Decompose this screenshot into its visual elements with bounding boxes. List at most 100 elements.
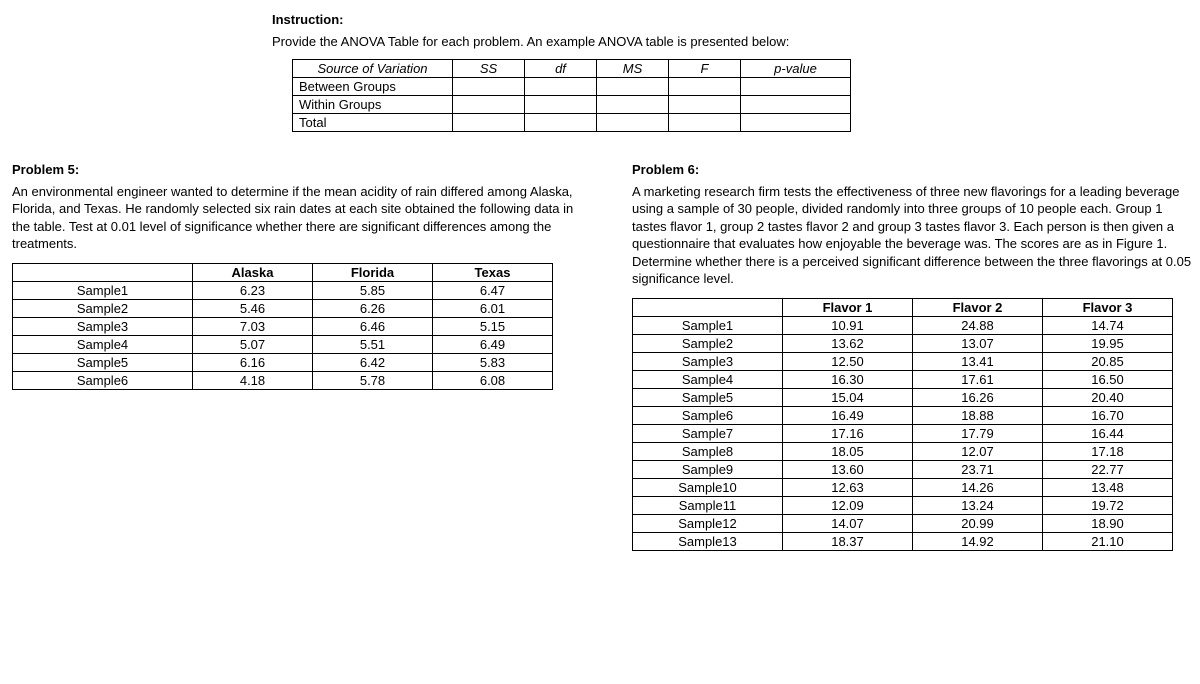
table-column-header: Alaska xyxy=(193,263,313,281)
anova-template-table: Source of Variation SS df MS F p-value B… xyxy=(292,59,851,132)
table-cell: 14.74 xyxy=(1043,316,1173,334)
table-cell: 14.92 xyxy=(913,532,1043,550)
anova-cell xyxy=(669,113,741,131)
table-cell: 18.37 xyxy=(783,532,913,550)
anova-col-f: F xyxy=(669,59,741,77)
table-row: Sample913.6023.7122.77 xyxy=(633,460,1173,478)
problem-5-table: AlaskaFloridaTexasSample16.235.856.47Sam… xyxy=(12,263,553,390)
table-cell: 20.40 xyxy=(1043,388,1173,406)
table-row-label: Sample5 xyxy=(633,388,783,406)
instruction-text: Provide the ANOVA Table for each problem… xyxy=(272,33,892,51)
anova-cell xyxy=(453,77,525,95)
table-row: Sample1214.0720.9918.90 xyxy=(633,514,1173,532)
table-row: Sample616.4918.8816.70 xyxy=(633,406,1173,424)
table-cell: 6.47 xyxy=(433,281,553,299)
table-cell: 13.62 xyxy=(783,334,913,352)
table-cell: 6.23 xyxy=(193,281,313,299)
table-row: Sample110.9124.8814.74 xyxy=(633,316,1173,334)
table-cell: 16.50 xyxy=(1043,370,1173,388)
table-cell: 5.85 xyxy=(313,281,433,299)
table-cell: 18.05 xyxy=(783,442,913,460)
table-row-label: Sample9 xyxy=(633,460,783,478)
anova-col-ms: MS xyxy=(597,59,669,77)
anova-header-row: Source of Variation SS df MS F p-value xyxy=(293,59,851,77)
table-cell: 16.30 xyxy=(783,370,913,388)
table-cell: 13.41 xyxy=(913,352,1043,370)
anova-col-df: df xyxy=(525,59,597,77)
table-cell: 12.07 xyxy=(913,442,1043,460)
problem-5: Problem 5: An environmental engineer wan… xyxy=(12,162,592,551)
anova-cell xyxy=(453,95,525,113)
anova-cell xyxy=(597,113,669,131)
anova-cell xyxy=(741,113,851,131)
anova-cell xyxy=(525,77,597,95)
table-cell: 17.18 xyxy=(1043,442,1173,460)
table-cell: 12.50 xyxy=(783,352,913,370)
table-cell: 5.15 xyxy=(433,317,553,335)
table-row: Sample416.3017.6116.50 xyxy=(633,370,1173,388)
table-row: Sample1112.0913.2419.72 xyxy=(633,496,1173,514)
table-cell: 13.60 xyxy=(783,460,913,478)
table-cell: 5.51 xyxy=(313,335,433,353)
table-cell: 16.26 xyxy=(913,388,1043,406)
anova-row: Within Groups xyxy=(293,95,851,113)
table-row-label: Sample2 xyxy=(13,299,193,317)
table-row: Sample515.0416.2620.40 xyxy=(633,388,1173,406)
anova-col-pvalue: p-value xyxy=(741,59,851,77)
anova-cell xyxy=(741,77,851,95)
table-cell: 18.90 xyxy=(1043,514,1173,532)
instruction-title: Instruction: xyxy=(272,12,892,27)
anova-row-label: Between Groups xyxy=(293,77,453,95)
table-column-header: Flavor 1 xyxy=(783,298,913,316)
anova-cell xyxy=(669,77,741,95)
problem-6-text: A marketing research firm tests the effe… xyxy=(632,183,1192,288)
table-cell: 5.07 xyxy=(193,335,313,353)
table-column-header: Florida xyxy=(313,263,433,281)
table-corner xyxy=(13,263,193,281)
table-cell: 5.83 xyxy=(433,353,553,371)
table-row-label: Sample6 xyxy=(633,406,783,424)
problem-5-title: Problem 5: xyxy=(12,162,592,177)
table-row: Sample64.185.786.08 xyxy=(13,371,553,389)
table-row: Sample717.1617.7916.44 xyxy=(633,424,1173,442)
table-cell: 19.72 xyxy=(1043,496,1173,514)
instruction-block: Instruction: Provide the ANOVA Table for… xyxy=(272,12,892,132)
table-cell: 20.99 xyxy=(913,514,1043,532)
table-cell: 6.01 xyxy=(433,299,553,317)
table-cell: 17.16 xyxy=(783,424,913,442)
anova-row: Total xyxy=(293,113,851,131)
anova-cell xyxy=(525,95,597,113)
table-cell: 15.04 xyxy=(783,388,913,406)
table-cell: 17.79 xyxy=(913,424,1043,442)
table-header-row: AlaskaFloridaTexas xyxy=(13,263,553,281)
table-cell: 5.78 xyxy=(313,371,433,389)
anova-cell xyxy=(669,95,741,113)
table-cell: 7.03 xyxy=(193,317,313,335)
table-row-label: Sample3 xyxy=(13,317,193,335)
anova-cell xyxy=(597,77,669,95)
table-cell: 13.07 xyxy=(913,334,1043,352)
table-cell: 18.88 xyxy=(913,406,1043,424)
problem-5-text: An environmental engineer wanted to dete… xyxy=(12,183,592,253)
table-row: Sample16.235.856.47 xyxy=(13,281,553,299)
anova-col-source: Source of Variation xyxy=(293,59,453,77)
table-row-label: Sample6 xyxy=(13,371,193,389)
table-row: Sample312.5013.4120.85 xyxy=(633,352,1173,370)
anova-row: Between Groups xyxy=(293,77,851,95)
anova-col-ss: SS xyxy=(453,59,525,77)
table-cell: 6.08 xyxy=(433,371,553,389)
table-cell: 13.48 xyxy=(1043,478,1173,496)
table-column-header: Texas xyxy=(433,263,553,281)
anova-row-label: Within Groups xyxy=(293,95,453,113)
table-row-label: Sample2 xyxy=(633,334,783,352)
problem-6-title: Problem 6: xyxy=(632,162,1192,177)
table-cell: 16.49 xyxy=(783,406,913,424)
table-row-label: Sample4 xyxy=(13,335,193,353)
table-row: Sample45.075.516.49 xyxy=(13,335,553,353)
table-cell: 6.16 xyxy=(193,353,313,371)
table-column-header: Flavor 2 xyxy=(913,298,1043,316)
table-row-label: Sample11 xyxy=(633,496,783,514)
table-row: Sample25.466.266.01 xyxy=(13,299,553,317)
table-row: Sample56.166.425.83 xyxy=(13,353,553,371)
table-cell: 4.18 xyxy=(193,371,313,389)
